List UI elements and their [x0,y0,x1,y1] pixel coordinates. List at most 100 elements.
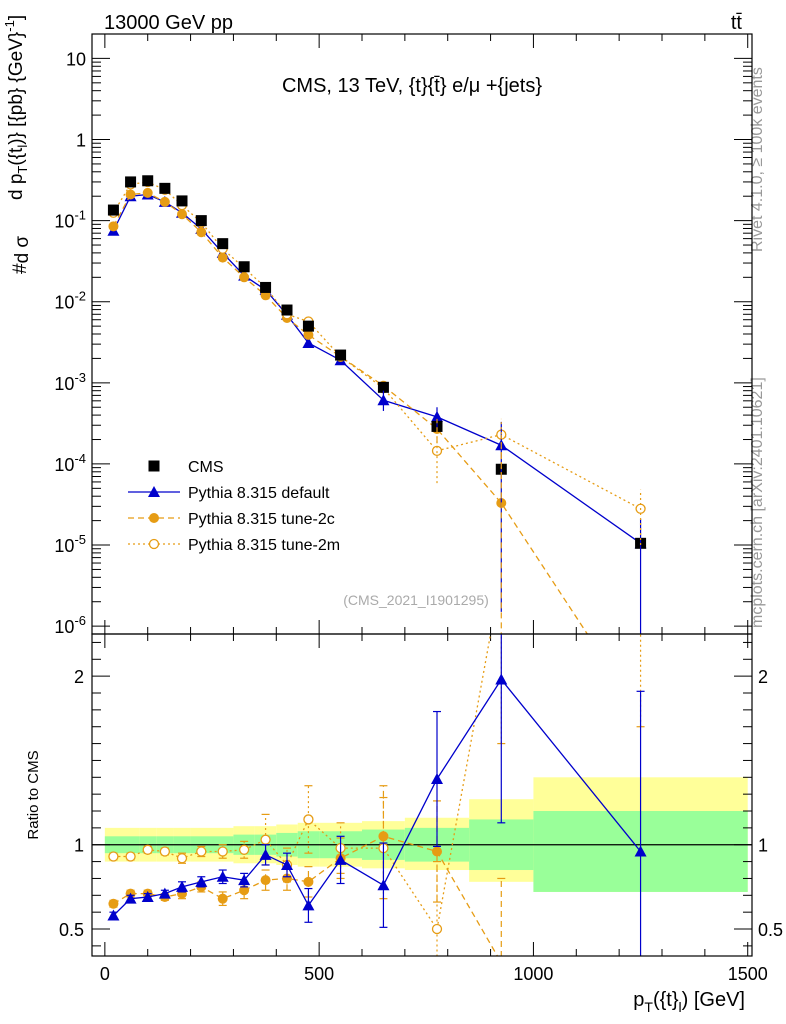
ratio-point-pythia-8-315-default [377,879,390,891]
series-line-pythia-8-315-tune-2m [112,181,641,510]
side-label-rivet: Rivet 4.1.0, ≥ 100k events [749,67,766,252]
point-pythia-8-315-tune-2c [125,189,136,200]
legend-marker [149,513,159,523]
point-cms [377,381,389,393]
header-process: 13000 GeV pp [104,12,233,34]
legend-marker [148,460,160,472]
ratio-ytick-label: 2 [74,667,84,687]
ratio-ylabel: Ratio to CMS [25,750,42,839]
ratio-point-pythia-8-315-tune-2c [282,873,292,884]
series-line-pythia-8-315-default [112,193,641,544]
ratio-ytick-label-right: 2 [758,667,768,687]
main-ytick-label: 10-6 [54,613,86,637]
main-ylabel-units: d pT({tl)} [{pb} {GeV}-1] [2,15,30,200]
ratio-point-pythia-8-315-default [107,909,120,921]
point-pythia-8-315-tune-2c [303,329,314,340]
ratio-point-pythia-8-315-tune-2c [260,875,271,886]
legend-label: Pythia 8.315 tune-2c [188,511,335,528]
ratio-point-pythia-8-315-tune-2c [432,846,442,857]
point-cms [302,320,314,332]
legend-marker [148,486,160,497]
ratio-point-pythia-8-315-default [281,858,293,870]
main-ytick-label: 1 [76,131,86,151]
legend-label: Pythia 8.315 tune-2m [188,537,340,554]
legend-marker [148,538,160,550]
main-ylabel-text: #d σ [10,236,33,274]
point-cms [335,349,347,361]
ratio-point-pythia-8-315-default [238,874,251,886]
ratio-point-pythia-8-315-tune-2c [217,893,228,904]
point-pythia-8-315-tune-2c [239,272,250,283]
ratio-point-pythia-8-315-default [216,870,229,882]
series-line-pythia-8-315-tune-2c [112,192,589,634]
ratio-xtick-label: 1000 [513,964,553,984]
ratio-point-pythia-8-315-tune-2m [159,846,171,857]
point-cms [281,304,293,316]
point-cms [125,176,137,188]
ratio-point-pythia-8-315-tune-2c [108,898,119,909]
main-ytick-label: 10 [66,49,86,69]
ratio-xlabel: pT({t}l) [GeV] [633,989,745,1015]
main-ytick-label: 10-4 [54,451,86,475]
ratio-line-pythia-8-315-tune-2m [113,634,492,931]
main-ytick-label: 10-3 [54,370,86,394]
point-pythia-8-315-tune-2c [217,252,228,263]
point-pythia-8-315-tune-2c [177,209,187,220]
point-pythia-8-315-tune-2c [159,196,170,207]
point-pythia-8-315-tune-2c [108,221,119,232]
ratio-point-pythia-8-315-tune-2m [108,851,119,862]
ratio-point-pythia-8-315-default [158,887,171,899]
ratio-point-pythia-8-315-tune-2m [217,846,228,857]
ratio-line-pythia-8-315-default [112,678,642,917]
ratio-ytick-label-right: 1 [758,836,768,856]
ratio-point-pythia-8-315-tune-2m [142,844,153,855]
point-cms [195,215,207,227]
point-pythia-8-315-tune-2c [196,227,207,238]
ratio-ytick-label-right: 0.5 [758,920,783,940]
analysis-watermark: (CMS_2021_I1901295) [343,592,489,608]
ratio-ytick-label: 1 [74,836,84,856]
point-cms [142,175,154,187]
point-cms [107,204,119,216]
ratio-point-pythia-8-315-default [334,853,347,865]
point-cms [217,238,229,250]
ratio-point-pythia-8-315-tune-2c [239,885,250,896]
point-cms [159,182,171,194]
point-cms [260,281,272,293]
ratio-xtick-label: 500 [304,964,334,984]
ratio-point-pythia-8-315-default [176,880,188,892]
chart-title: CMS, 13 TeV, {t}{t̄} e/μ +{jets} [282,75,542,97]
ratio-xtick-label: 0 [100,964,110,984]
header-final-state: tt̄ [731,12,743,34]
ratio-point-pythia-8-315-tune-2m [431,923,443,935]
ratio-uncertainty-bands [92,777,752,892]
side-label-mcplots: mcplots.cern.ch [arXiv:2401.10621] [749,377,766,628]
main-data-layer [107,175,647,634]
main-panel: 10-6 10-5 10-4 10-3 10-2 10-1 1 10 CMS, 13 TeV,… [2,15,753,637]
ratio-point-pythia-8-315-tune-2m [260,834,271,845]
ratio-axis-ticks: 0.5 0.5 1 1 2 2 0 500 1000 1500 [59,634,783,984]
ratio-point-pythia-8-315-tune-2m [238,844,250,855]
legend: CMS Pythia 8.315 default Pythia 8.315 tune… [128,459,340,554]
main-ylabel: #d σ d pT({tl)} [{pb} {GeV}-1] [2,15,33,274]
main-axis-ticks: 10-6 10-5 10-4 10-3 10-2 10-1 1 10 [54,33,752,637]
point-cms [176,195,188,207]
point-pythia-8-315-tune-2c [142,187,153,198]
ratio-point-pythia-8-315-default [634,845,647,857]
main-ytick-label: 10-5 [54,532,86,556]
point-cms [238,261,250,273]
legend-label: Pythia 8.315 default [188,485,330,502]
ratio-point-pythia-8-315-tune-2m [176,853,188,864]
ratio-point-pythia-8-315-default [431,772,443,784]
ratio-point-pythia-8-315-tune-2m [125,851,136,862]
legend-label: CMS [188,459,224,476]
ratio-point-pythia-8-315-default [259,848,272,860]
ratio-frame [91,633,753,957]
main-ytick-label: 10-1 [54,208,86,232]
ratio-panel: 0.5 0.5 1 1 2 2 0 500 1000 1500 Ratio to CMS pT({… [25,633,783,1015]
ratio-point-pythia-8-315-tune-2c [378,831,389,842]
ratio-point-pythia-8-315-default [195,875,208,887]
ratio-xtick-label: 1500 [728,964,768,984]
ratio-point-pythia-8-315-tune-2m [303,814,314,825]
